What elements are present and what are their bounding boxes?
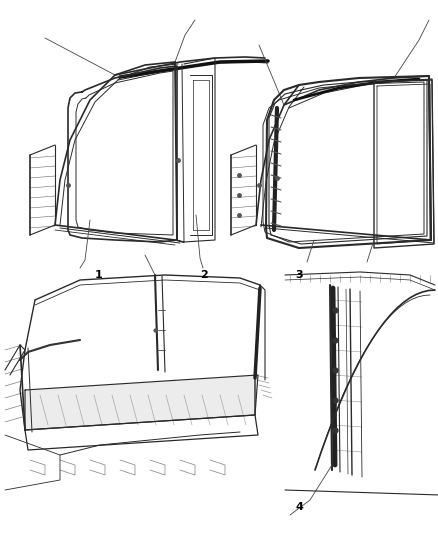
Text: 3: 3 bbox=[295, 270, 303, 280]
Text: 4: 4 bbox=[295, 502, 303, 512]
Text: 1: 1 bbox=[95, 270, 103, 280]
Polygon shape bbox=[25, 375, 258, 430]
Text: 2: 2 bbox=[200, 270, 208, 280]
